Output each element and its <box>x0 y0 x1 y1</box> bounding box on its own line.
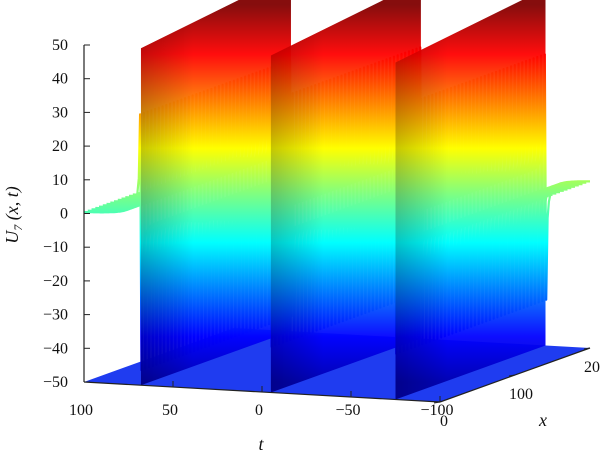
t-tick-label: −50 <box>335 402 360 419</box>
t-tick-label: −100 <box>420 402 453 419</box>
x-tick-mark <box>508 374 516 377</box>
z-tick-label: −40 <box>43 340 68 357</box>
x-ticks: 0 100 200 <box>433 347 600 430</box>
z-tick-label: −20 <box>43 273 68 290</box>
x-axis-label: x <box>538 410 547 430</box>
z-tick-label: −50 <box>43 374 68 391</box>
x-tick-mark <box>583 347 591 350</box>
t-axis-label: t <box>258 434 264 454</box>
z-tick-label: 50 <box>52 37 68 54</box>
singular-wall-shade <box>270 0 421 393</box>
x-tick-label: 100 <box>509 386 533 403</box>
z-tick-label: 0 <box>60 206 68 223</box>
z-tick-label: −30 <box>43 307 68 324</box>
t-tick-label: 50 <box>162 402 178 419</box>
t-ticks: 100 50 0 −50 −100 <box>69 376 454 419</box>
z-axis-label: U7 (x, t) <box>2 186 25 243</box>
z-tick-label: 30 <box>52 104 68 121</box>
singular-wall-shade <box>140 0 291 386</box>
t-tick-label: 100 <box>69 402 93 419</box>
t-tick-label: 0 <box>255 402 263 419</box>
x-tick-label: 200 <box>584 359 600 376</box>
singular-wall-shade <box>395 0 546 400</box>
x-tick-mark <box>433 401 441 404</box>
surface-layer <box>83 0 590 402</box>
z-tick-label: −10 <box>43 239 68 256</box>
z-ticks: 50 40 30 20 10 0 −10 −20 −30 −40 −50 <box>43 37 90 391</box>
z-tick-label: 10 <box>52 172 68 189</box>
x-tick-label: 0 <box>440 413 448 430</box>
z-tick-label: 20 <box>52 138 68 155</box>
z-tick-label: 40 <box>52 71 68 88</box>
